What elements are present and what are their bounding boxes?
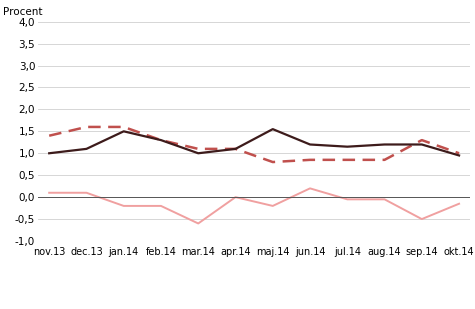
Finland	[47, 134, 52, 138]
Åland	[233, 147, 238, 151]
Åland	[456, 154, 462, 157]
Åland	[382, 143, 388, 146]
Sverige	[158, 204, 164, 208]
Finland	[158, 138, 164, 142]
Finland	[344, 158, 350, 162]
Text: Procent: Procent	[3, 7, 43, 17]
Åland	[84, 147, 89, 151]
Finland	[270, 160, 275, 164]
Sverige	[307, 187, 313, 190]
Finland	[84, 125, 89, 129]
Finland	[456, 151, 462, 155]
Åland	[158, 138, 164, 142]
Sverige	[344, 197, 350, 201]
Finland	[419, 138, 425, 142]
Sverige	[233, 195, 238, 199]
Finland	[195, 147, 201, 151]
Åland	[270, 127, 275, 131]
Line: Åland: Åland	[49, 129, 459, 155]
Finland	[121, 125, 126, 129]
Legend: Sverige, Finland, Åland: Sverige, Finland, Åland	[125, 308, 383, 309]
Åland	[121, 129, 126, 133]
Sverige	[47, 191, 52, 195]
Finland	[233, 147, 238, 151]
Line: Finland: Finland	[49, 127, 459, 162]
Line: Sverige: Sverige	[49, 188, 459, 223]
Åland	[47, 151, 52, 155]
Åland	[307, 143, 313, 146]
Sverige	[382, 197, 388, 201]
Åland	[344, 145, 350, 149]
Finland	[382, 158, 388, 162]
Sverige	[121, 204, 126, 208]
Finland	[307, 158, 313, 162]
Åland	[419, 143, 425, 146]
Åland	[195, 151, 201, 155]
Sverige	[270, 204, 275, 208]
Sverige	[456, 202, 462, 205]
Sverige	[84, 191, 89, 195]
Sverige	[419, 217, 425, 221]
Sverige	[195, 222, 201, 225]
